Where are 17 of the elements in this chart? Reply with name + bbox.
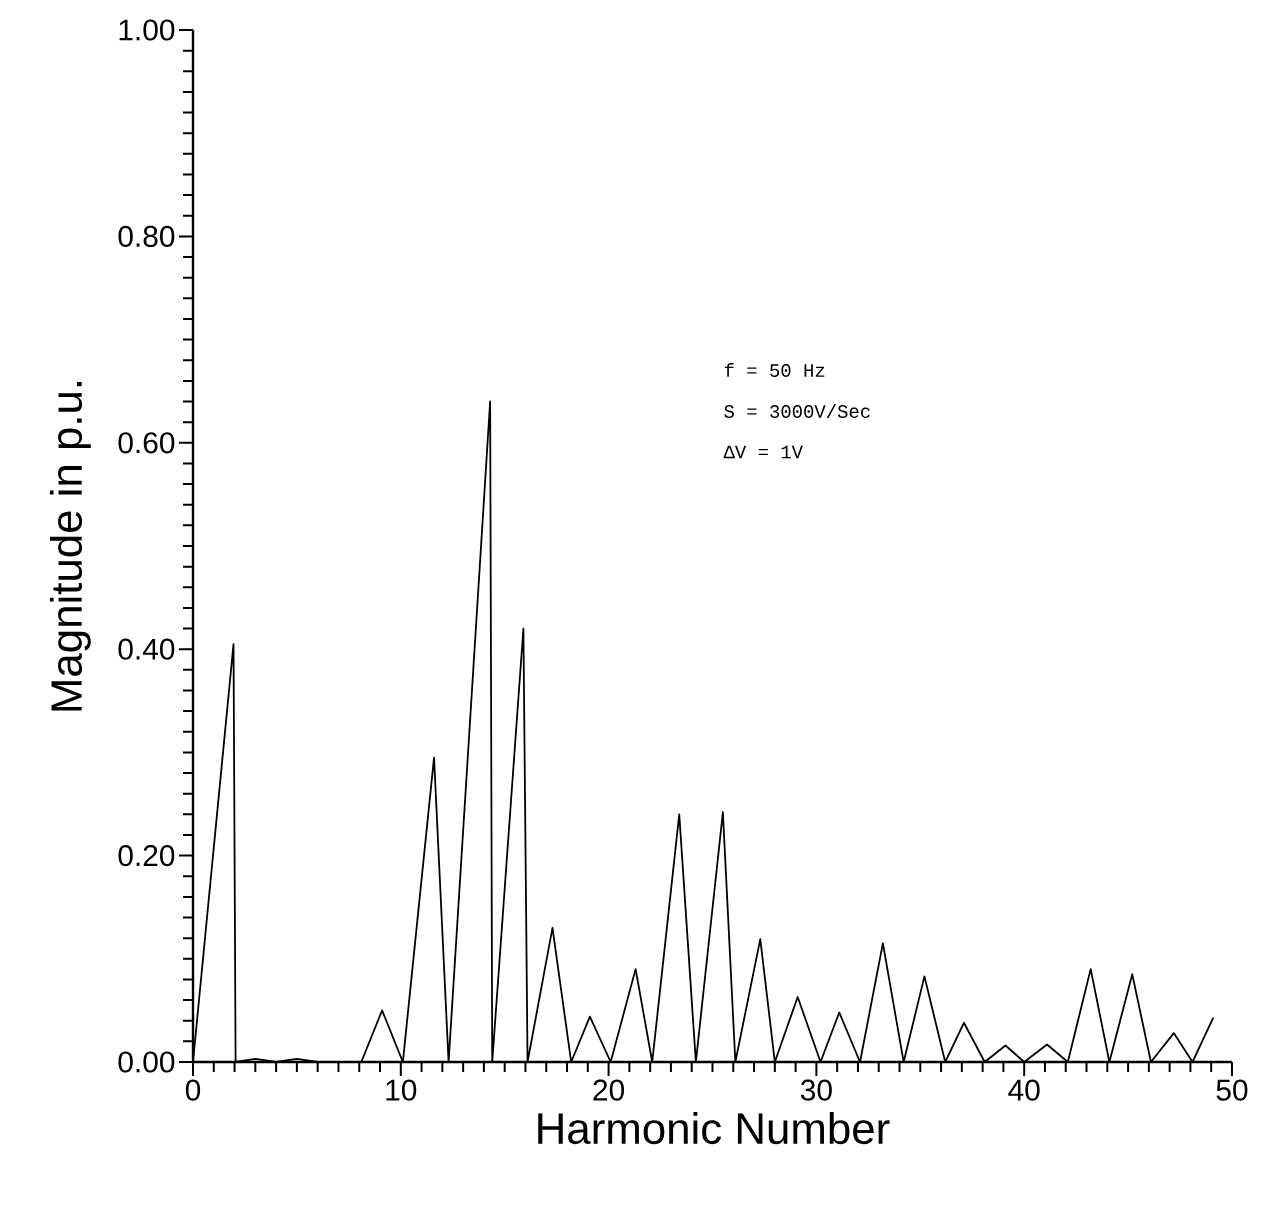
y-tick-label: 0.20 [118, 845, 175, 867]
y-tick-label: 0.80 [118, 225, 175, 247]
y-tick-label: 0.00 [118, 1051, 175, 1073]
x-tick-label: 0 [185, 1079, 201, 1101]
annotation: ΔV = 1V [723, 445, 803, 459]
y-tick-label: 1.00 [119, 19, 175, 41]
annotation: S = 3000V/Sec [724, 404, 870, 418]
x-tick-label: 50 [1216, 1079, 1248, 1101]
x-tick-label: 30 [800, 1079, 832, 1101]
y-axis-title: Magnitude in p.u. [49, 381, 91, 711]
x-tick-label: 20 [593, 1079, 625, 1101]
x-tick-label: 40 [1008, 1079, 1040, 1101]
x-axis-title: Harmonic Number [538, 1111, 890, 1145]
y-tick-label: 0.60 [118, 432, 175, 454]
y-tick-label: 0.40 [118, 638, 175, 660]
x-tick-label: 10 [386, 1079, 417, 1101]
annotation: f = 50 Hz [724, 363, 825, 377]
